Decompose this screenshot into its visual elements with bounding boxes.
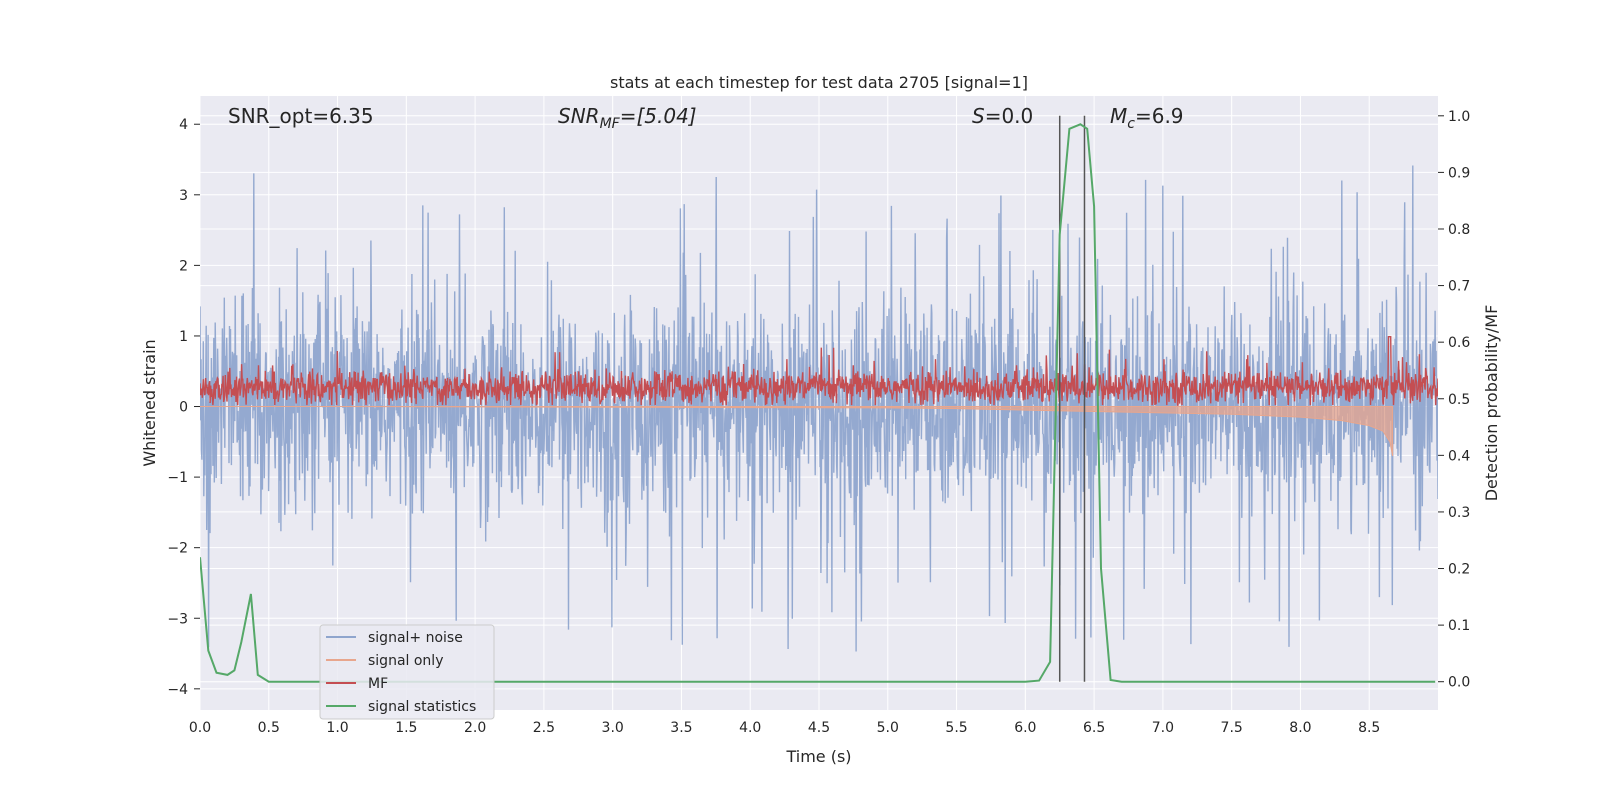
y-left-tick-label: 4 <box>179 117 188 133</box>
x-tick-label: 6.5 <box>1083 720 1105 736</box>
annotation-snr-mf-tail: =[5.04] <box>620 104 697 128</box>
x-axis-title: Time (s) <box>785 747 851 766</box>
x-tick-label: 0.5 <box>258 720 280 736</box>
annotation-mc-sub: c <box>1127 116 1135 132</box>
x-tick-label: 6.0 <box>1014 720 1036 736</box>
annotation-s-tail: =0.0 <box>985 104 1034 128</box>
x-tick-label: 4.0 <box>739 720 761 736</box>
annotation-s: S=0.0 <box>972 104 1033 128</box>
x-axis-ticks: 0.0 0.5 1.0 1.5 2.0 2.5 3.0 3.5 4.0 4.5 5.0 5.5 6.0 6… <box>189 720 1380 736</box>
y-right-tick-label: 0.0 <box>1448 675 1470 691</box>
annotation-mc-tail: =6.9 <box>1135 104 1184 128</box>
y-left-tick-label: 3 <box>179 188 188 204</box>
signal-statistics-series <box>200 123 1436 683</box>
y-right-tick-label: 0.1 <box>1448 618 1470 634</box>
y-left-tick-label: −4 <box>167 682 188 698</box>
x-tick-label: 7.0 <box>1152 720 1174 736</box>
signal-noise-series <box>200 165 1438 652</box>
y-right-tick-label: 0.7 <box>1448 279 1470 295</box>
x-tick-label: 2.0 <box>464 720 486 736</box>
x-tick-label: 7.5 <box>1221 720 1243 736</box>
annotation-snr-mf: SNRMF=[5.04] <box>558 104 697 132</box>
y-right-tick-label: 0.4 <box>1448 448 1470 464</box>
legend-box <box>319 624 495 720</box>
x-tick-label: 0.0 <box>189 720 211 736</box>
y-right-tick-label: 0.6 <box>1448 335 1470 351</box>
chart-title: stats at each timestep for test data 270… <box>610 73 1028 92</box>
y-axis-right-title: Detection probability/MF <box>1482 305 1501 502</box>
mf-series <box>200 336 1438 406</box>
y-axis-right-ticks: 1.0 0.9 0.8 0.7 0.6 0.5 0.4 0.3 0.2 0.1 0.0 <box>1438 109 1470 691</box>
y-right-tick-label: 0.8 <box>1448 222 1470 238</box>
y-axis-left-title: Whitened strain <box>140 339 159 466</box>
vertical-markers <box>1058 115 1086 682</box>
x-tick-label: 4.5 <box>808 720 830 736</box>
legend-label-signal-only: signal only <box>368 653 443 669</box>
y-axis-left-ticks: 4 3 2 1 0 −1 −2 −3 −4 <box>167 117 200 698</box>
y-right-tick-label: 0.9 <box>1448 165 1470 181</box>
x-tick-label: 1.0 <box>326 720 348 736</box>
x-tick-label: 3.5 <box>670 720 692 736</box>
x-tick-label: 8.5 <box>1358 720 1380 736</box>
y-left-tick-label: −3 <box>167 611 188 627</box>
annotation-mc-main: M <box>1110 104 1127 128</box>
annotation-snr-opt: SNR_opt=6.35 <box>228 104 374 128</box>
y-right-tick-label: 0.2 <box>1448 562 1470 578</box>
x-tick-label: 5.0 <box>877 720 899 736</box>
annotation-mc: Mc=6.9 <box>1110 104 1184 132</box>
x-tick-label: 1.5 <box>395 720 417 736</box>
y-left-tick-label: 2 <box>179 258 188 274</box>
x-tick-label: 2.5 <box>533 720 555 736</box>
annotation-snr-mf-main: SNR <box>558 104 600 128</box>
x-tick-label: 5.5 <box>945 720 967 736</box>
y-right-tick-label: 0.5 <box>1448 392 1470 408</box>
annotation-s-main: S <box>972 104 985 128</box>
annotation-snr-mf-sub: MF <box>600 116 621 132</box>
signal-only-series <box>200 406 1394 456</box>
plot-marks <box>200 115 1438 683</box>
legend-label-signal-noise: signal+ noise <box>368 630 463 646</box>
y-left-tick-label: −2 <box>167 541 188 557</box>
legend-label-mf: MF <box>368 676 388 692</box>
legend-label-signal-statistics: signal statistics <box>368 699 476 715</box>
legend: signal+ noise signal only MF signal stat… <box>319 624 495 720</box>
y-left-tick-label: −1 <box>167 470 188 486</box>
y-left-tick-label: 0 <box>179 400 188 416</box>
y-left-tick-label: 1 <box>179 329 188 345</box>
x-tick-label: 3.0 <box>602 720 624 736</box>
y-right-tick-label: 0.3 <box>1448 505 1470 521</box>
y-right-tick-label: 1.0 <box>1448 109 1470 125</box>
x-tick-label: 8.0 <box>1289 720 1311 736</box>
